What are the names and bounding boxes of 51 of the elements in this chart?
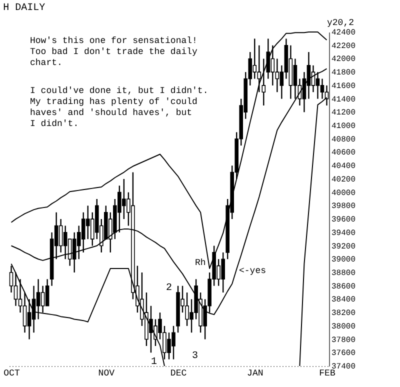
y-tick-label: 41600: [332, 82, 356, 91]
chart-title: H DAILY: [3, 3, 46, 14]
y-tick-label: 38000: [332, 322, 356, 332]
x-tick-label: JAN: [247, 368, 264, 378]
candlestick: [63, 225, 68, 260]
y-tick-label: 39200: [332, 242, 356, 252]
candlestick: [40, 285, 45, 314]
candlestick: [262, 58, 266, 106]
candlestick: [270, 44, 275, 86]
y-tick-label: 39000: [332, 256, 356, 265]
annotation: 3: [192, 351, 198, 362]
y-tick-label: 40600: [332, 148, 356, 158]
y-tick-label: 37800: [332, 336, 356, 345]
y-tick-label: 42200: [332, 42, 356, 51]
y-tick-label: 40800: [332, 135, 356, 144]
candlestick: [22, 292, 27, 334]
y-tick-label: 41000: [332, 122, 356, 132]
y-tick-label: 40400: [332, 162, 356, 172]
candlestick: [45, 278, 50, 306]
annotation: Rh: [195, 258, 206, 268]
candlestick: [275, 58, 280, 93]
annotation: 2: [166, 283, 172, 294]
candlestick: [58, 218, 63, 254]
y-tick-label: 39800: [332, 202, 356, 212]
y-tick-label: 40200: [332, 175, 356, 184]
y-tick-label: 42000: [332, 55, 356, 64]
x-tick-label: NOV: [98, 368, 116, 378]
y-tick-label: 41800: [332, 68, 356, 78]
x-tick-label: DEC: [170, 368, 188, 378]
x-tick-label: OCT: [4, 368, 20, 378]
candlestick: [14, 272, 18, 306]
annotation: 1: [151, 357, 158, 368]
y-tick-label: 42400: [332, 28, 356, 38]
annotation: <-yes: [239, 266, 266, 276]
y-tick-label: 38600: [332, 282, 356, 292]
y-tick-label: 41400: [332, 95, 356, 104]
text: y20,2: [327, 18, 354, 28]
candlestick: [27, 298, 32, 340]
y-tick-label: 38800: [332, 268, 356, 278]
y-tick-label: 38200: [332, 309, 356, 318]
y-tick-label: 41200: [332, 108, 356, 118]
y-tick-label: 37600: [332, 349, 356, 358]
y-tick-label: 39400: [332, 228, 356, 238]
annotation: How's this one for sensational! Too bad I don't trade the daily chart.: [30, 36, 198, 68]
candlestick: [36, 278, 40, 320]
candlestick: [316, 71, 320, 100]
y-tick-label: 38400: [332, 296, 356, 305]
annotation: I could've done it, but I didn't. My trading has plenty of 'could haves' and 'should haves', but I didn't.: [30, 86, 208, 129]
x-tick-label: FEB: [319, 368, 336, 378]
y-tick-label: 40000: [332, 188, 356, 198]
y-tick-label: 39600: [332, 216, 356, 225]
